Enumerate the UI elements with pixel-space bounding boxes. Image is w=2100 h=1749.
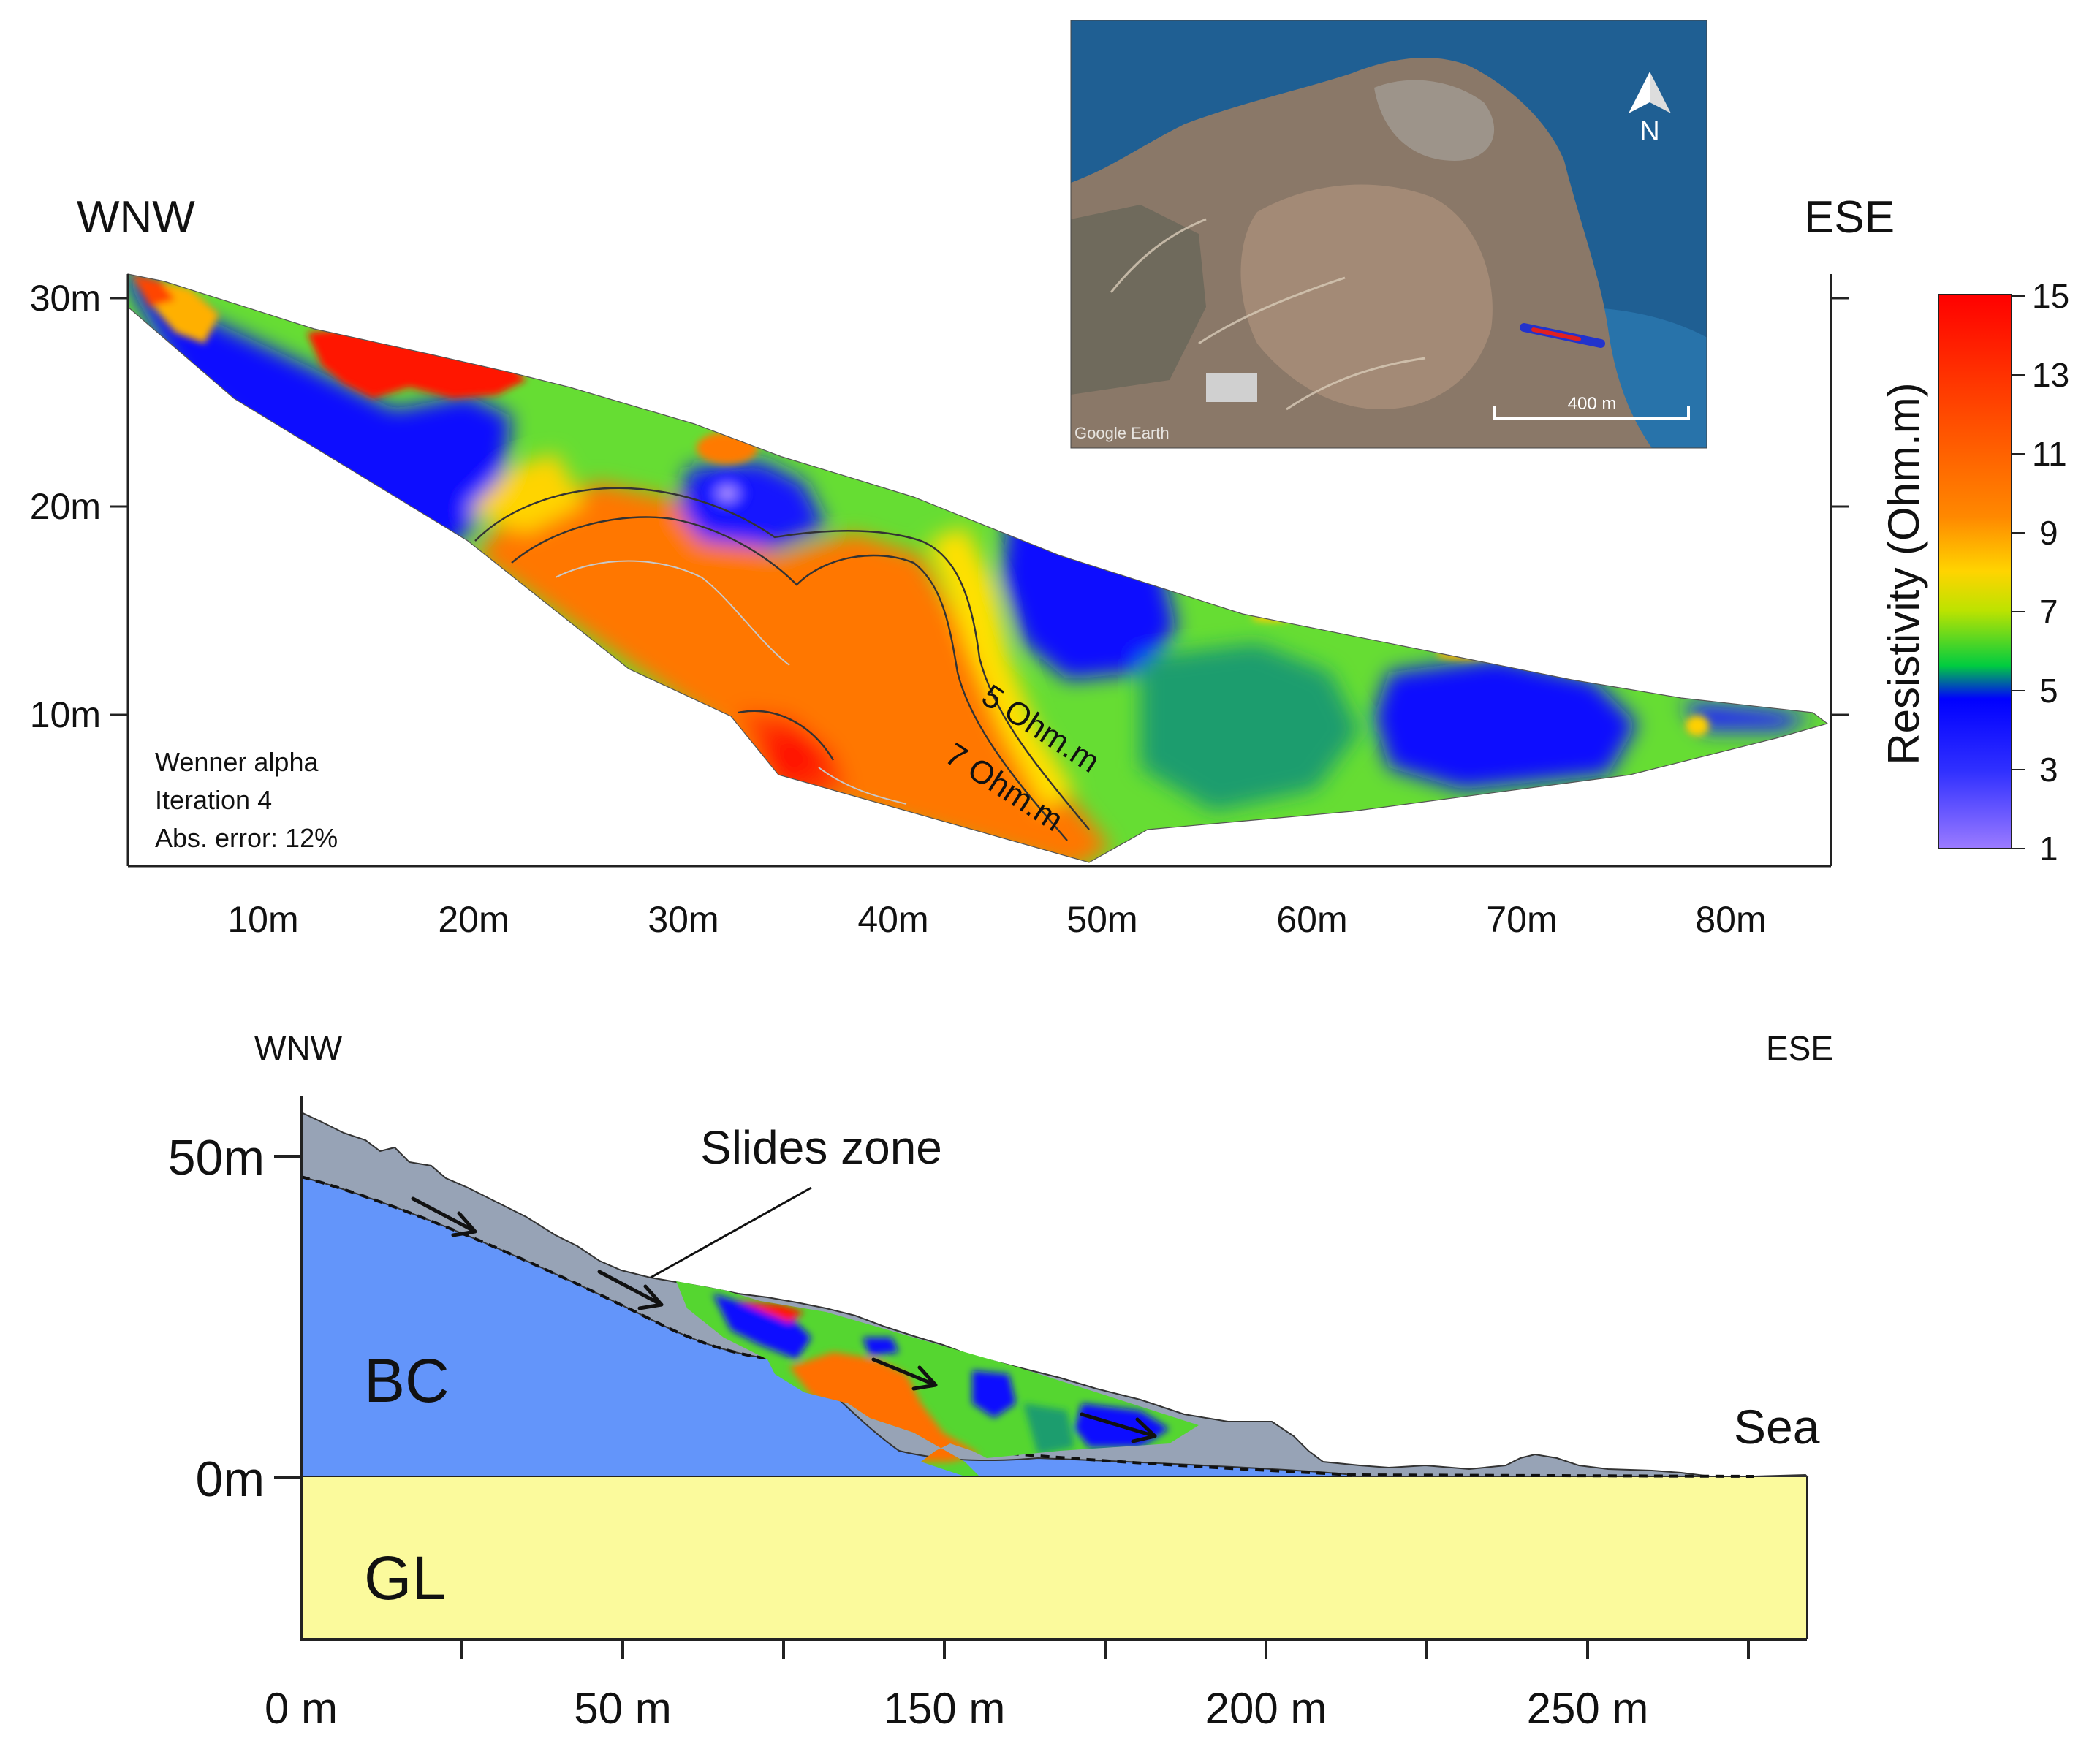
map-scale-label: 400 m <box>1568 394 1617 414</box>
north-arrow-icon <box>1629 72 1671 113</box>
map-watermark: Google Earth <box>1074 424 1170 442</box>
cbar-tick-7: 7 <box>2039 593 2058 631</box>
x-tick-40m: 40m <box>857 899 928 940</box>
bottom-x-tick-250m: 250 m <box>1527 1684 1649 1733</box>
method-label: Wenner alpha <box>155 747 319 777</box>
y-tick-20m: 20m <box>30 486 101 527</box>
bottom-y-tick-0m: 0m <box>196 1452 265 1507</box>
resistivity-colorbar: 15 13 11 9 7 5 3 1 Resistivity (Ohm.m) <box>1879 277 2069 868</box>
movement-arrows <box>411 1196 1157 1443</box>
bc-label: BC <box>364 1346 450 1415</box>
section-frame <box>110 274 1849 868</box>
x-tick-30m: 30m <box>648 899 719 940</box>
colorbar-title: Resistivity (Ohm.m) <box>1879 382 1928 765</box>
gl-layer <box>300 1476 1808 1639</box>
top-right-direction: ESE <box>1804 192 1895 243</box>
cbar-tick-13: 13 <box>2032 356 2069 394</box>
cbar-tick-3: 3 <box>2039 751 2058 789</box>
cbar-tick-5: 5 <box>2039 672 2058 710</box>
north-label: N <box>1640 116 1659 147</box>
top-x-tick-labels: 10m 20m 30m 40m 50m 60m 70m 80m <box>227 899 1766 940</box>
y-tick-30m: 30m <box>30 278 101 319</box>
bottom-right-direction: ESE <box>1766 1029 1833 1067</box>
profile-line-highlight <box>1531 327 1581 341</box>
gl-label: GL <box>364 1544 446 1612</box>
iteration-label: Iteration 4 <box>155 785 272 815</box>
slides-zone-label: Slides zone <box>700 1121 942 1174</box>
top-left-direction: WNW <box>77 192 195 243</box>
satellite-map-inset: N 400 m Google Earth <box>1071 20 1707 448</box>
bottom-x-tick-0m: 0 m <box>265 1684 338 1733</box>
bottom-x-tick-150m: 150 m <box>884 1684 1006 1733</box>
x-tick-80m: 80m <box>1695 899 1766 940</box>
error-label: Abs. error: 12% <box>155 823 338 853</box>
slip-surface <box>300 1175 1755 1478</box>
x-tick-20m: 20m <box>438 899 509 940</box>
cbar-tick-15: 15 <box>2032 277 2069 315</box>
bc-layer <box>301 1177 1352 1476</box>
bottom-x-tick-200m: 200 m <box>1205 1684 1327 1733</box>
top-y-tick-labels: 30m 20m 10m <box>30 278 101 735</box>
bottom-y-tick-50m: 50m <box>168 1130 265 1185</box>
x-tick-70m: 70m <box>1486 899 1557 940</box>
slides-zone-leader <box>650 1186 812 1279</box>
sea-label: Sea <box>1734 1400 1820 1454</box>
x-tick-60m: 60m <box>1276 899 1347 940</box>
x-tick-50m: 50m <box>1066 899 1137 940</box>
map-scale-bar <box>1493 406 1690 420</box>
geological-cross-section: Slides zone BC GL Sea WNW ESE 50m 0m 0 <box>168 1029 1833 1733</box>
bottom-axes <box>274 1096 1807 1659</box>
x-tick-10m: 10m <box>227 899 298 940</box>
cbar-tick-9: 9 <box>2039 514 2058 552</box>
cbar-tick-1: 1 <box>2039 830 2058 868</box>
cbar-tick-11: 11 <box>2032 435 2067 473</box>
bottom-left-direction: WNW <box>254 1029 343 1067</box>
bottom-x-tick-50m: 50 m <box>574 1684 671 1733</box>
y-tick-10m: 10m <box>30 694 101 735</box>
